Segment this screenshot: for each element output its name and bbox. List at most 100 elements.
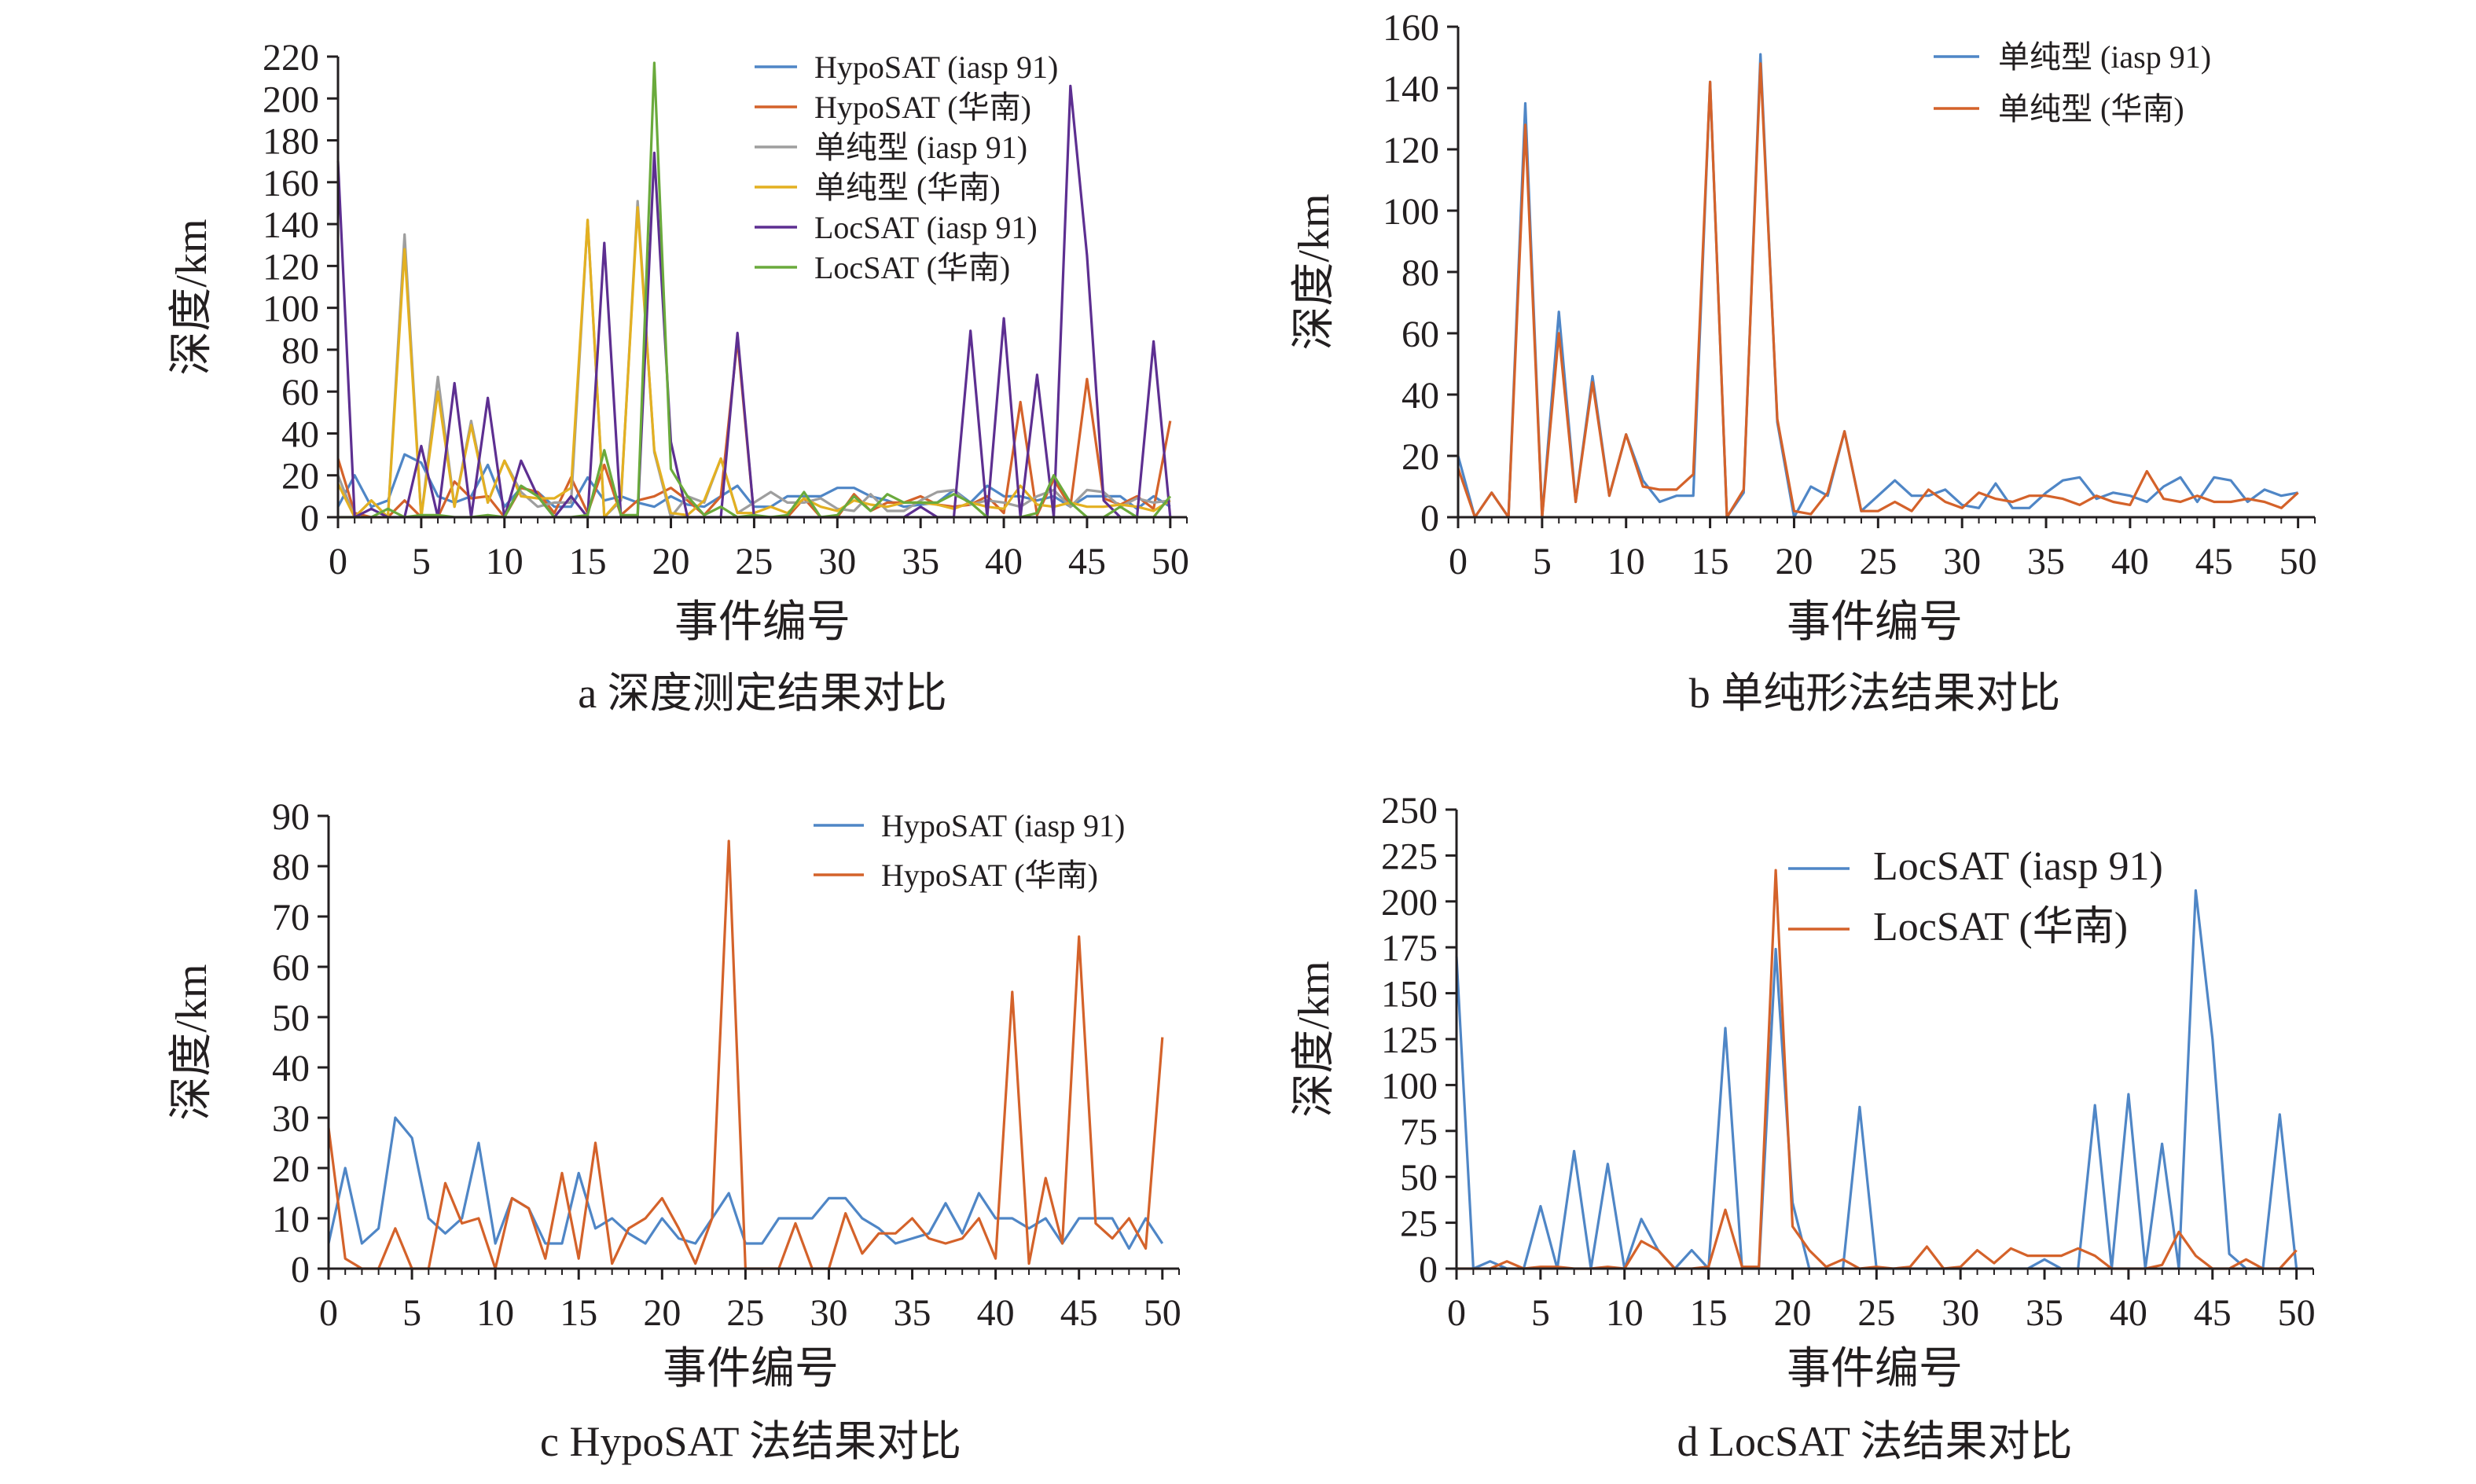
y-tick-label: 225 (1381, 836, 1438, 877)
x-tick-label: 15 (1690, 1292, 1728, 1334)
legend-label: 单纯型 (华南) (1998, 91, 2184, 127)
x-tick-label: 5 (1533, 541, 1552, 582)
x-tick-label: 50 (2278, 1292, 2316, 1334)
y-tick-label: 0 (300, 498, 319, 539)
legend-label: 单纯型 (iasp 91) (814, 130, 1027, 165)
x-tick-label: 35 (902, 541, 939, 582)
legend-label: 单纯型 (iasp 91) (1998, 39, 2211, 75)
x-tick-label: 0 (319, 1292, 338, 1334)
x-tick-label: 15 (569, 541, 607, 582)
x-tick-label: 10 (476, 1292, 514, 1334)
x-tick-label: 30 (818, 541, 856, 582)
x-tick-label: 5 (412, 541, 431, 582)
x-tick-label: 40 (977, 1292, 1015, 1334)
x-tick-label: 40 (2110, 1292, 2147, 1334)
y-tick-label: 60 (281, 372, 319, 413)
x-tick-label: 15 (560, 1292, 597, 1334)
x-tick-label: 45 (2194, 1292, 2232, 1334)
x-tick-label: 5 (1531, 1292, 1550, 1334)
y-tick-label: 175 (1381, 928, 1438, 969)
x-tick-label: 25 (1859, 541, 1897, 582)
series-line-c-0 (327, 1116, 1164, 1251)
x-tick-label: 30 (1941, 1292, 1979, 1334)
y-tick-label: 20 (272, 1148, 310, 1190)
y-tick-label: 10 (272, 1199, 310, 1240)
y-tick-label: 0 (1420, 498, 1439, 539)
series-line-c-1 (327, 839, 1164, 1270)
y-tick-label: 80 (272, 847, 310, 888)
legend-label: HypoSAT (iasp 91) (881, 808, 1125, 843)
legend-a: HypoSAT (iasp 91) HypoSAT (华南) 单纯型 (iasp 9… (755, 50, 1058, 285)
x-tick-label: 50 (1144, 1292, 1181, 1334)
y-tick-label: 60 (272, 947, 310, 989)
chart-caption: a 深度测定结果对比 (578, 670, 946, 717)
y-axis-label: 深度/km (167, 219, 216, 375)
x-tick-label: 0 (329, 541, 347, 582)
y-tick-label: 150 (1381, 974, 1438, 1016)
y-tick-label: 220 (263, 37, 319, 79)
y-tick-label: 40 (1401, 375, 1439, 417)
y-tick-label: 0 (291, 1249, 310, 1291)
y-tick-label: 140 (263, 204, 319, 246)
x-tick-label: 20 (652, 541, 690, 582)
y-tick-label: 180 (263, 121, 319, 163)
x-tick-label: 30 (1943, 541, 1981, 582)
y-tick-label: 100 (263, 288, 319, 330)
y-tick-label: 30 (272, 1098, 310, 1140)
x-tick-label: 0 (1449, 541, 1468, 582)
x-tick-label: 35 (2026, 1292, 2063, 1334)
y-tick-label: 25 (1400, 1203, 1438, 1245)
x-tick-label: 35 (894, 1292, 931, 1334)
x-tick-label: 45 (2195, 541, 2233, 582)
legend-label: LocSAT (华南) (1873, 905, 2128, 950)
x-tick-label: 40 (985, 541, 1023, 582)
x-tick-label: 45 (1068, 541, 1106, 582)
y-tick-label: 200 (1381, 882, 1438, 924)
y-tick-label: 20 (1401, 436, 1439, 478)
legend-label: LocSAT (华南) (814, 250, 1010, 285)
x-tick-label: 35 (2027, 541, 2065, 582)
x-tick-label: 20 (643, 1292, 681, 1334)
x-tick-label: 10 (486, 541, 523, 582)
y-tick-label: 90 (272, 796, 310, 838)
series-line-b-1 (1457, 62, 2299, 519)
x-axis-label: 事件编号 (674, 598, 850, 647)
y-tick-label: 50 (1400, 1157, 1438, 1199)
chart-b: 0 5 10 15 20 25 30 35 40 45 50 0 20 40 60 80 100 120 140 16… (1290, 7, 2317, 717)
y-tick-label: 80 (281, 330, 319, 372)
y-tick-label: 100 (1381, 1065, 1438, 1107)
x-tick-label: 5 (402, 1292, 421, 1334)
x-tick-label: 40 (2111, 541, 2149, 582)
x-tick-label: 30 (810, 1292, 847, 1334)
series-line-a-3 (336, 206, 1171, 519)
x-tick-label: 50 (1152, 541, 1189, 582)
x-tick-label: 0 (1447, 1292, 1466, 1334)
y-tick-label: 50 (272, 997, 310, 1039)
legend-c: HypoSAT (iasp 91) HypoSAT (华南) (814, 808, 1125, 893)
y-tick-label: 40 (272, 1048, 310, 1089)
y-tick-label: 75 (1400, 1111, 1438, 1153)
legend-b: 单纯型 (iasp 91) 单纯型 (华南) (1934, 39, 2211, 127)
y-tick-label: 140 (1383, 68, 1439, 110)
legend-label: HypoSAT (华南) (814, 90, 1031, 125)
legend-label: LocSAT (iasp 91) (1873, 844, 2163, 889)
x-tick-label: 20 (1773, 1292, 1811, 1334)
legend-label: HypoSAT (华南) (881, 858, 1098, 893)
y-tick-label: 200 (263, 79, 319, 120)
y-tick-label: 160 (1383, 7, 1439, 49)
x-tick-label: 10 (1606, 1292, 1644, 1334)
legend-d: LocSAT (iasp 91) LocSAT (华南) (1788, 844, 2163, 950)
y-tick-label: 80 (1401, 252, 1439, 294)
series-line-a-1 (336, 338, 1172, 519)
series-line-a-4 (336, 84, 1172, 519)
legend-label: 单纯型 (华南) (814, 170, 1001, 205)
y-tick-label: 160 (263, 163, 319, 204)
x-tick-label: 10 (1607, 541, 1645, 582)
x-tick-label: 25 (735, 541, 773, 582)
x-tick-label: 25 (1857, 1292, 1895, 1334)
y-axis-label: 深度/km (1290, 193, 1339, 350)
y-tick-label: 120 (263, 246, 319, 288)
x-axis-label: 事件编号 (1787, 1345, 1963, 1394)
chart-caption: d LocSAT 法结果对比 (1677, 1418, 2072, 1465)
